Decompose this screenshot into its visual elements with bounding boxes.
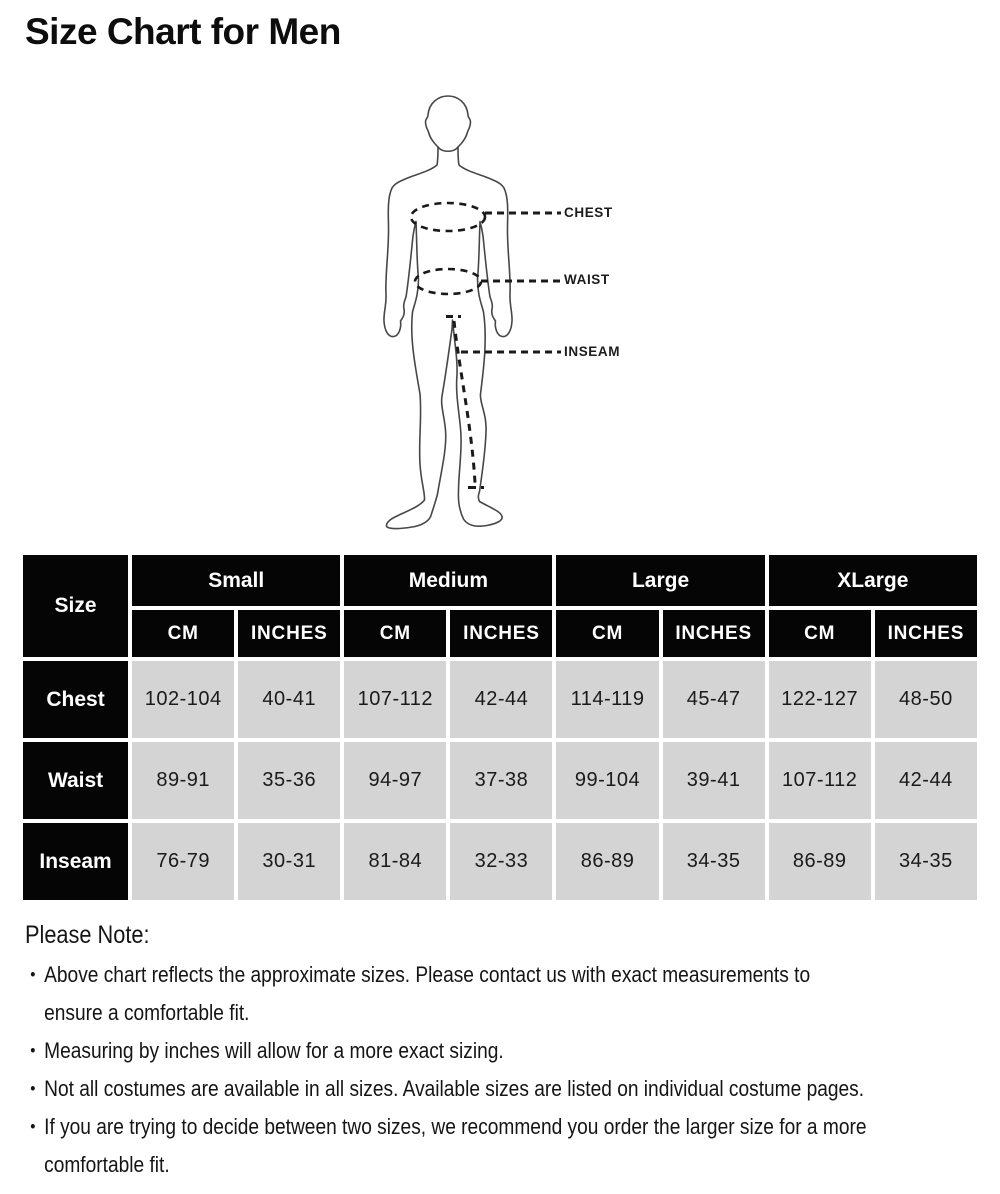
- data-cell: 30-31: [238, 823, 341, 900]
- unit-header-cm: CM: [132, 610, 235, 657]
- notes-list: • Above chart reflects the approximate si…: [25, 956, 1000, 1184]
- unit-header-inches: INCHES: [450, 610, 553, 657]
- note-item: • Not all costumes are available in all s…: [25, 1070, 1000, 1108]
- waist-label: WAIST: [564, 272, 610, 287]
- bullet-icon: •: [30, 1079, 36, 1098]
- body-outline-figure: [383, 95, 561, 530]
- note-text: Not all costumes are available in all si…: [44, 1076, 865, 1101]
- size-group-header-large: Large: [556, 555, 765, 606]
- data-cell: 42-44: [874, 742, 977, 819]
- size-group-header-medium: Medium: [344, 555, 553, 606]
- data-cell: 89-91: [132, 742, 235, 819]
- data-cell: 42-44: [450, 661, 553, 738]
- data-cell: 122-127: [768, 661, 871, 738]
- note-item: • Measuring by inches will allow for a mo…: [25, 1032, 1000, 1070]
- body-measurement-diagram: CHEST WAIST INSEAM: [375, 88, 630, 538]
- table-row: Size Small Medium Large XLarge: [23, 555, 977, 657]
- table-row: CM INCHES CM INCHES CM INCHES CM INCHES: [23, 610, 977, 657]
- unit-header-cm: CM: [344, 610, 447, 657]
- data-cell: 37-38: [450, 742, 553, 819]
- notes-section: Please Note: • Above chart reflects the a…: [25, 922, 1000, 1184]
- data-cell: 39-41: [662, 742, 765, 819]
- data-cell: 81-84: [344, 823, 447, 900]
- bullet-icon: •: [30, 1117, 36, 1136]
- unit-header-inches: INCHES: [874, 610, 977, 657]
- row-header-inseam: Inseam: [23, 823, 129, 900]
- note-text: If you are trying to decide between two …: [44, 1114, 867, 1177]
- data-cell: 34-35: [662, 823, 765, 900]
- head-outline: [424, 95, 472, 153]
- unit-header-inches: INCHES: [238, 610, 341, 657]
- data-cell: 40-41: [238, 661, 341, 738]
- notes-heading: Please Note:: [25, 921, 150, 949]
- table-row-chest: Chest 102-104 40-41 107-112 42-44 114-11…: [23, 661, 977, 738]
- data-cell: 94-97: [344, 742, 447, 819]
- note-text: Measuring by inches will allow for a mor…: [44, 1038, 504, 1063]
- size-group-header-xlarge: XLarge: [768, 555, 977, 606]
- unit-header-cm: CM: [556, 610, 659, 657]
- data-cell: 48-50: [874, 661, 977, 738]
- data-cell: 102-104: [132, 661, 235, 738]
- note-text: Above chart reflects the approximate siz…: [44, 962, 811, 1025]
- data-cell: 45-47: [662, 661, 765, 738]
- data-cell: 107-112: [344, 661, 447, 738]
- row-header-chest: Chest: [23, 661, 129, 738]
- data-cell: 86-89: [768, 823, 871, 900]
- waist-ellipse: [413, 267, 483, 296]
- inseam-line: [452, 320, 477, 484]
- size-chart-table: Size Small Medium Large XLarge CM INCHES…: [19, 551, 981, 904]
- page-title: Size Chart for Men: [25, 11, 341, 52]
- data-cell: 86-89: [556, 823, 659, 900]
- unit-header-inches: INCHES: [662, 610, 765, 657]
- data-cell: 32-33: [450, 823, 553, 900]
- inseam-label: INSEAM: [564, 344, 621, 359]
- bullet-icon: •: [30, 965, 36, 984]
- table-corner-cell: Size: [23, 555, 129, 657]
- data-cell: 35-36: [238, 742, 341, 819]
- row-header-waist: Waist: [23, 742, 129, 819]
- data-cell: 99-104: [556, 742, 659, 819]
- data-cell: 114-119: [556, 661, 659, 738]
- size-group-header-small: Small: [132, 555, 341, 606]
- chest-ellipse: [409, 201, 487, 233]
- body-outline: [383, 146, 513, 530]
- data-cell: 34-35: [874, 823, 977, 900]
- data-cell: 76-79: [132, 823, 235, 900]
- unit-header-cm: CM: [768, 610, 871, 657]
- chest-label: CHEST: [564, 205, 613, 220]
- note-item: • Above chart reflects the approximate si…: [25, 956, 1000, 1032]
- table-row-waist: Waist 89-91 35-36 94-97 37-38 99-104 39-…: [23, 742, 977, 819]
- data-cell: 107-112: [768, 742, 871, 819]
- note-item: • If you are trying to decide between two…: [25, 1108, 1000, 1184]
- table-row-inseam: Inseam 76-79 30-31 81-84 32-33 86-89 34-…: [23, 823, 977, 900]
- bullet-icon: •: [30, 1041, 36, 1060]
